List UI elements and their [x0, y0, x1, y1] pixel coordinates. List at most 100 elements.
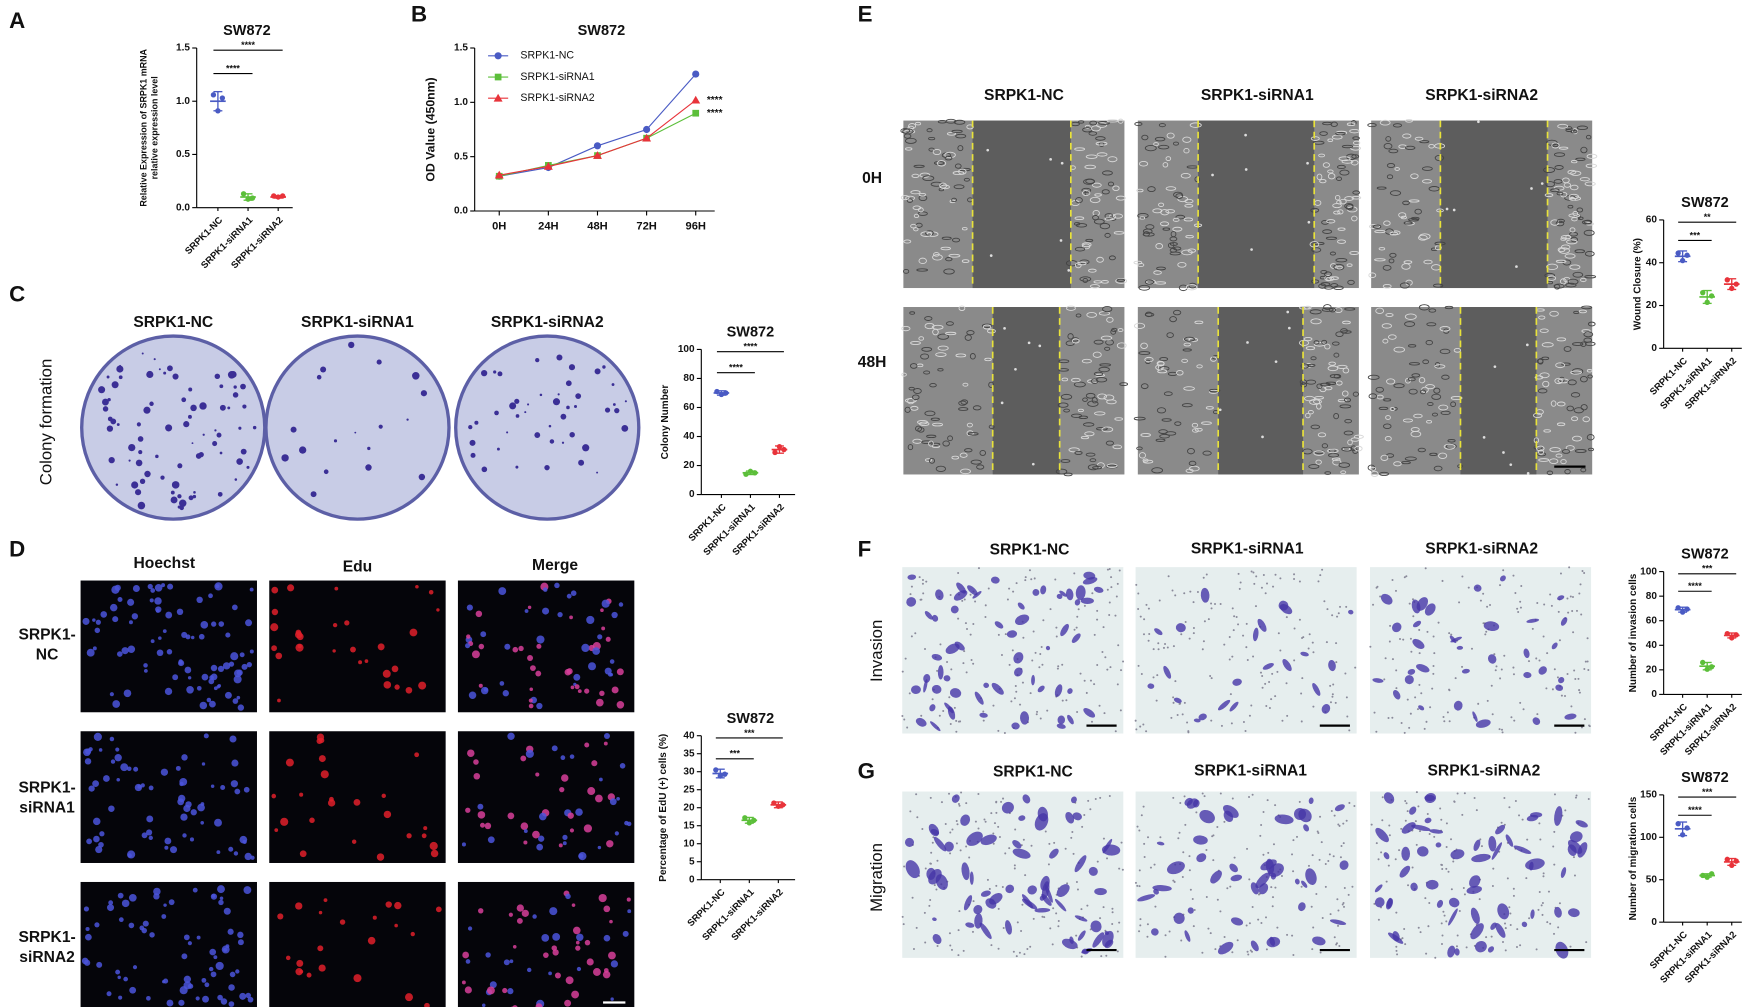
cell — [1303, 336, 1313, 342]
pore — [1008, 587, 1011, 590]
colony — [354, 431, 357, 434]
cell — [923, 370, 931, 375]
nucleus — [118, 995, 123, 1000]
pore — [949, 852, 952, 855]
pore — [1212, 859, 1215, 862]
stained-cell — [1495, 922, 1506, 938]
colony — [602, 365, 606, 369]
stained-cell — [944, 702, 954, 714]
pore — [1172, 645, 1175, 648]
nucleus — [179, 986, 188, 995]
pore — [1219, 602, 1222, 605]
cell — [918, 336, 925, 341]
nucleus — [164, 837, 172, 845]
debris — [1477, 120, 1480, 124]
pore — [1177, 837, 1180, 840]
cell — [1398, 212, 1407, 218]
cell — [1335, 257, 1348, 263]
stained-cell — [1167, 861, 1185, 875]
pore — [1312, 705, 1315, 708]
cell — [943, 268, 955, 275]
pore — [933, 884, 936, 887]
point — [1684, 825, 1690, 831]
pore — [1478, 898, 1481, 901]
cell — [1385, 312, 1394, 317]
colony — [539, 393, 543, 397]
nucleus — [584, 688, 590, 694]
cell — [1574, 249, 1586, 254]
stained-cell — [1416, 597, 1429, 611]
pore — [1071, 831, 1074, 834]
pore — [1147, 639, 1150, 642]
column-label: Merge — [532, 557, 578, 574]
cell — [1549, 458, 1559, 465]
pore — [901, 915, 904, 918]
nucleus — [569, 828, 575, 833]
pore — [957, 954, 960, 957]
error-bar — [715, 768, 725, 779]
cell — [1334, 307, 1343, 313]
stained-cell — [1074, 915, 1088, 922]
pore — [1516, 928, 1519, 931]
cell — [1539, 372, 1550, 379]
nucleus — [123, 976, 128, 982]
pore — [1292, 953, 1295, 956]
pore — [1157, 642, 1160, 645]
cell — [1104, 346, 1111, 351]
cell — [1372, 224, 1382, 229]
stained-cell — [1163, 665, 1172, 679]
cell — [910, 405, 919, 411]
pore — [1214, 603, 1217, 606]
pore — [1311, 854, 1314, 857]
nucleus — [571, 903, 576, 907]
pore — [1537, 908, 1540, 911]
cell — [961, 259, 970, 264]
stained-cell — [951, 794, 960, 803]
stained-cell — [949, 688, 962, 698]
pore — [1075, 934, 1078, 937]
pore — [1509, 923, 1512, 926]
pore — [1586, 637, 1589, 640]
cell — [966, 430, 974, 437]
pore — [1259, 834, 1262, 837]
pore — [1569, 595, 1572, 598]
cell — [1402, 418, 1413, 423]
nucleus — [217, 885, 225, 894]
pore — [1247, 953, 1250, 956]
cell — [1587, 374, 1593, 379]
cell — [1556, 337, 1567, 342]
nucleus — [385, 901, 392, 908]
pore — [1261, 686, 1264, 689]
stained-cell — [1069, 936, 1074, 944]
pore — [1298, 618, 1301, 621]
pore — [1506, 877, 1509, 880]
colony — [116, 423, 120, 426]
pore — [1049, 927, 1052, 930]
nucleus — [295, 902, 303, 910]
nucleus — [230, 652, 239, 661]
cell — [1565, 445, 1575, 451]
cell — [1081, 358, 1092, 364]
pore — [1216, 826, 1219, 829]
cell — [957, 145, 964, 152]
row-label: SRPK1- — [18, 779, 75, 796]
cell — [1389, 190, 1402, 196]
nucleus — [206, 697, 212, 703]
pore — [1324, 885, 1327, 888]
cell — [988, 424, 995, 430]
cell — [1329, 251, 1337, 256]
pore — [1311, 948, 1314, 951]
pore — [1267, 851, 1270, 854]
pore — [1494, 669, 1497, 672]
cell — [1138, 160, 1149, 167]
stained-cell — [1056, 593, 1063, 599]
pore — [1373, 711, 1376, 714]
colony — [509, 402, 517, 410]
cell — [955, 353, 967, 358]
cell — [1587, 321, 1596, 327]
pore — [1580, 613, 1583, 616]
pore — [1178, 831, 1181, 834]
cell — [1117, 328, 1124, 333]
stained-cell — [1301, 880, 1308, 888]
pore — [1073, 628, 1076, 631]
